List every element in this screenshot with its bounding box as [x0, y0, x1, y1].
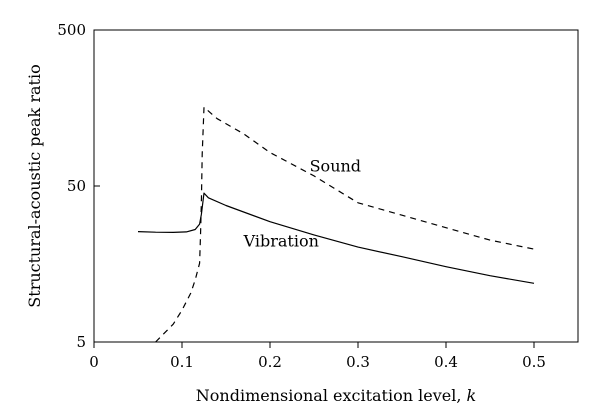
x-tick-label: 0.1: [170, 353, 194, 371]
y-tick-label: 50: [67, 177, 86, 195]
series-vibration-line: [137, 192, 535, 284]
x-tick-label: 0: [89, 353, 99, 371]
y-tick-label: 5: [76, 333, 86, 351]
plot-frame: [93, 29, 579, 343]
y-tick-label: 500: [57, 21, 86, 39]
y-axis-label: Structural-acoustic peak ratio: [25, 64, 44, 307]
x-tick-label: 0.2: [258, 353, 282, 371]
x-tick-label: 0.3: [346, 353, 370, 371]
annotation-layer: Sound Vibration: [243, 156, 361, 250]
series-label-sound: Sound: [310, 156, 361, 175]
y-axis-ticks: 5 50 500: [57, 21, 100, 351]
x-tick-label: 0.4: [434, 353, 458, 371]
x-axis-label-text: Nondimensional excitation level,: [196, 386, 467, 405]
x-tick-label: 0.5: [522, 353, 546, 371]
series-label-vibration: Vibration: [243, 231, 319, 250]
x-axis-label: Nondimensional excitation level, k: [196, 386, 476, 405]
series-sound-line: [155, 106, 535, 343]
series-layer: [137, 106, 535, 343]
x-axis-ticks: 0 0.1 0.2 0.3 0.4 0.5: [89, 342, 546, 371]
x-axis-label-variable: k: [467, 386, 477, 405]
